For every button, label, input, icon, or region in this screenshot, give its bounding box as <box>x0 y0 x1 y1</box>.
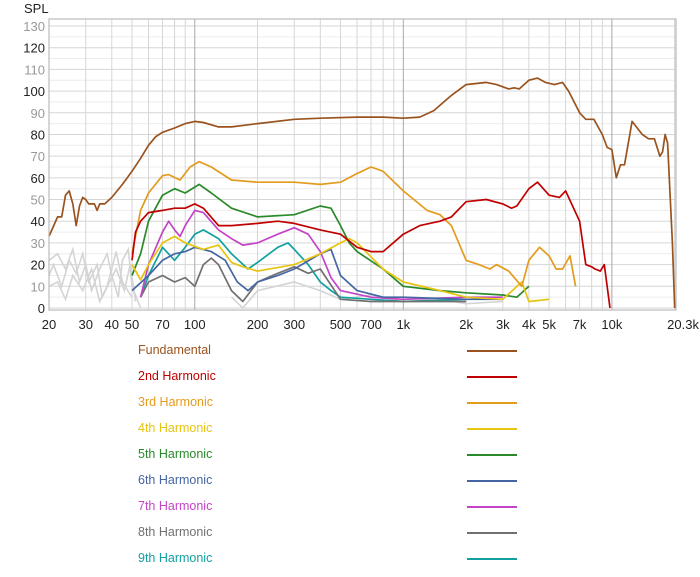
legend-label: 9th Harmonic <box>138 551 213 565</box>
series-line-9th-harmonic <box>139 229 467 303</box>
legend-label: 8th Harmonic <box>138 525 213 539</box>
legend-item: 2nd Harmonic <box>138 366 528 392</box>
legend-label: 2nd Harmonic <box>138 369 216 383</box>
y-axis-label: SPL <box>24 1 49 16</box>
x-tick-label: 100 <box>184 317 206 332</box>
y-tick-label: 40 <box>31 214 45 229</box>
x-tick-label: 20.3kHz <box>667 317 700 332</box>
legend-swatch <box>467 454 517 456</box>
legend-item: 3rd Harmonic <box>138 392 528 418</box>
distortion-chart: SPL 0 10 20 30 40 50 60 70 80 90 100 110 120 130 20 30 4… <box>23 1 700 332</box>
y-tick-label: 50 <box>31 193 45 208</box>
series-lines <box>48 77 676 310</box>
y-tick-label: 70 <box>31 149 45 164</box>
y-tick-label: 90 <box>31 106 45 121</box>
y-tick-label: 130 <box>23 19 45 34</box>
legend-label: Fundamental <box>138 343 211 357</box>
series-line-5th-harmonic <box>131 183 530 299</box>
x-tick-label: 200 <box>247 317 269 332</box>
legend-label: 7th Harmonic <box>138 499 213 513</box>
x-tick-label: 7k <box>573 317 587 332</box>
y-tick-label: 100 <box>23 84 45 99</box>
legend-item: 5th Harmonic <box>138 444 528 470</box>
x-tick-label: 300 <box>283 317 305 332</box>
legend: Fundamental 2nd Harmonic 3rd Harmonic 4th H… <box>138 340 528 574</box>
series-line-7th-harmonic <box>139 209 503 301</box>
legend-label: 6th Harmonic <box>138 473 213 487</box>
plot-border <box>48 18 677 311</box>
legend-swatch <box>467 428 517 430</box>
legend-swatch <box>467 558 517 560</box>
legend-swatch <box>467 402 517 404</box>
y-tick-label: 80 <box>31 127 45 142</box>
x-tick-label: 70 <box>155 317 169 332</box>
x-tick-label: 4k <box>522 317 536 332</box>
legend-item: 9th Harmonic <box>138 548 528 574</box>
x-tick-label: 1k <box>396 317 410 332</box>
x-tick-label: 50 <box>125 317 139 332</box>
legend-item: 8th Harmonic <box>138 522 528 548</box>
y-tick-label: 120 <box>23 41 45 56</box>
series-line-6th-harmonic <box>131 246 503 301</box>
y-tick-label: 10 <box>31 279 45 294</box>
grid <box>48 19 676 310</box>
legend-item: Fundamental <box>138 340 528 366</box>
y-tick-label: 110 <box>24 62 45 77</box>
legend-label: 4th Harmonic <box>138 421 213 435</box>
legend-swatch <box>467 532 517 534</box>
y-tick-label: 20 <box>31 258 45 273</box>
x-tick-label: 3k <box>496 317 510 332</box>
legend-item: 6th Harmonic <box>138 470 528 496</box>
x-tick-label: 5k <box>542 317 556 332</box>
legend-item: 4th Harmonic <box>138 418 528 444</box>
y-tick-label: 60 <box>31 171 45 186</box>
legend-swatch <box>467 506 517 508</box>
series-line-3rd-harmonic <box>131 160 577 288</box>
series-line-8th-harmonic <box>139 257 467 303</box>
legend-item: 7th Harmonic <box>138 496 528 522</box>
legend-swatch <box>467 350 517 352</box>
x-tick-label: 10k <box>601 317 622 332</box>
legend-label: 5th Harmonic <box>138 447 213 461</box>
series-line-4th-harmonic <box>131 235 550 303</box>
background-harmonic-line <box>48 251 133 304</box>
x-tick-label: 700 <box>360 317 382 332</box>
series-line-2nd-harmonic <box>131 181 611 309</box>
y-tick-label: 30 <box>31 236 45 251</box>
x-tick-label: 2k <box>459 317 473 332</box>
series-line-fundamental <box>48 77 676 309</box>
legend-swatch <box>467 480 517 482</box>
legend-swatch <box>467 376 517 378</box>
y-tick-label: 0 <box>38 301 45 316</box>
tick-labels: 0 10 20 30 40 50 60 70 80 90 100 110 120 130 20 30 40 50 7… <box>23 19 700 332</box>
legend-label: 3rd Harmonic <box>138 395 214 409</box>
x-tick-label: 40 <box>105 317 119 332</box>
x-tick-label: 20 <box>42 317 56 332</box>
x-tick-label: 30 <box>78 317 92 332</box>
x-tick-label: 500 <box>330 317 352 332</box>
